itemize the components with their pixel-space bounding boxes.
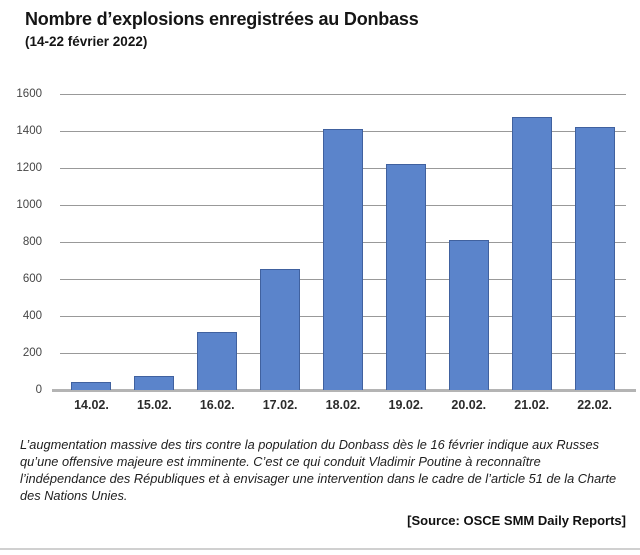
x-tick-label: 15.02.: [136, 398, 172, 412]
bar-17-02: [260, 268, 301, 390]
y-tick-label: 400: [22, 310, 42, 322]
x-tick-label: 19.02.: [388, 398, 424, 412]
x-axis-baseline: [52, 389, 636, 392]
x-tick-label: 21.02.: [514, 398, 550, 412]
y-tick-label: 0: [35, 384, 42, 396]
bar-slot: [374, 94, 437, 390]
bar-20-02: [448, 240, 489, 390]
bar-21-02: [511, 117, 552, 390]
x-tick-label: 22.02.: [577, 398, 612, 412]
y-tick-label: 1000: [16, 199, 42, 211]
y-tick-label: 1400: [16, 125, 42, 137]
bar-18-02: [323, 129, 363, 390]
caption-note: L’augmentation massive des tirs contre l…: [20, 437, 617, 503]
x-tick-label: 18.02.: [325, 398, 361, 412]
bar-14-02: [71, 381, 112, 390]
y-tick-label: 1600: [16, 88, 42, 100]
bar-22-02: [574, 127, 615, 390]
y-tick-label: 1200: [16, 162, 42, 174]
bar-slot: [500, 94, 563, 390]
bar-16-02: [197, 331, 238, 390]
y-tick-label: 200: [22, 347, 42, 359]
bar-slot: [312, 94, 375, 390]
y-tick-label: 600: [22, 273, 42, 285]
bar-series: [60, 94, 626, 390]
x-tick-label: 16.02.: [199, 398, 235, 412]
x-axis-tick-labels: 14.02. 15.02. 16.02. 17.02. 18.02. 19.02. 20.0…: [60, 398, 626, 412]
bar-slot: [60, 94, 123, 390]
bar-slot: [123, 94, 186, 390]
chart-subtitle: (14-22 février 2022): [25, 34, 148, 49]
x-tick-label: 14.02.: [74, 398, 109, 412]
y-tick-label: 800: [22, 236, 42, 248]
source-label: [Source: OSCE SMM Daily Reports]: [407, 513, 626, 528]
bar-slot: [249, 94, 312, 390]
bar-19-02: [385, 164, 426, 390]
bar-slot: [186, 94, 249, 390]
gridline: [60, 93, 626, 95]
bar-slot: [563, 94, 626, 390]
bar-slot: [437, 94, 500, 390]
y-axis-tick-labels: 1600 1400 1200 1000 800 600 400 200 0: [0, 88, 52, 396]
bar-15-02: [134, 375, 175, 390]
chart-title: Nombre d’explosions enregistrées au Donb…: [25, 9, 419, 29]
x-tick-label: 20.02.: [451, 398, 487, 412]
bottom-divider: [0, 548, 640, 550]
x-tick-label: 17.02.: [262, 398, 298, 412]
